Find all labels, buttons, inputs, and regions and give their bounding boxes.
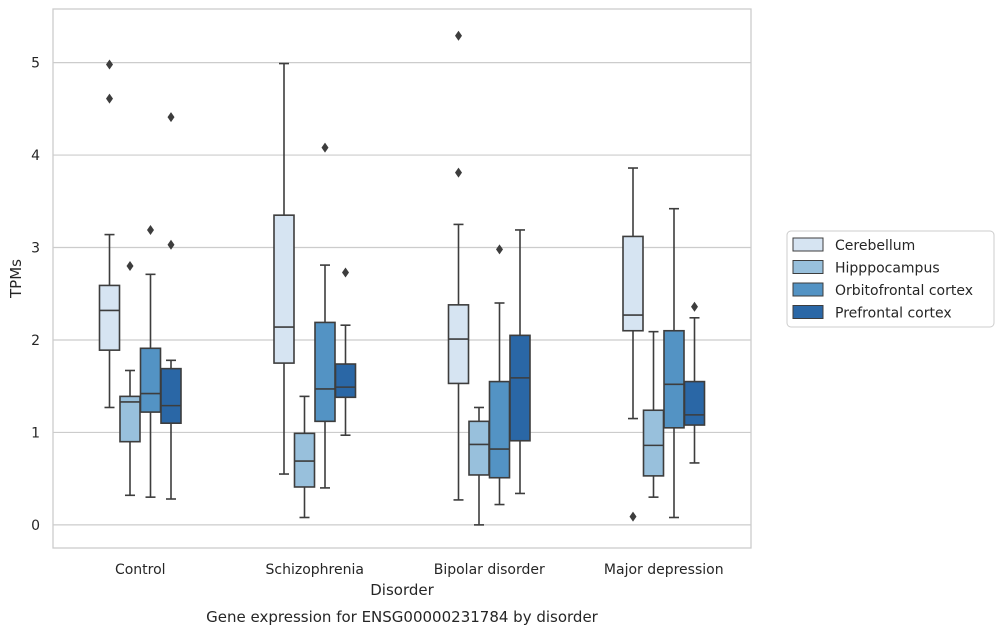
outlier-point xyxy=(167,112,175,123)
box-cerebellum xyxy=(447,30,470,501)
outlier-point xyxy=(455,30,462,41)
y-tick-labels: 0 1 2 3 4 5 xyxy=(31,56,40,534)
y-tick-label-3: 3 xyxy=(31,241,40,257)
outlier-point xyxy=(147,224,154,235)
outlier-point xyxy=(126,261,134,272)
box-iqr xyxy=(334,363,357,399)
box-hipppocampus xyxy=(468,406,490,526)
box-iqr xyxy=(447,304,470,385)
legend-swatch xyxy=(792,260,824,274)
legend-label: Hipppocampus xyxy=(835,261,940,277)
box-prefrontal-cortex xyxy=(334,267,357,437)
outlier-point xyxy=(496,244,503,255)
outlier-point xyxy=(691,301,698,312)
box-cerebellum xyxy=(622,167,644,522)
box-iqr xyxy=(468,420,490,476)
box-prefrontal-cortex xyxy=(160,112,182,500)
x-tick-label: Bipolar disorder xyxy=(434,562,545,578)
box-orbitofrontal-cortex xyxy=(314,142,336,489)
box-plot-marks xyxy=(98,30,706,526)
box-hipppocampus xyxy=(293,395,316,519)
x-tick-label: Major depression xyxy=(604,562,724,578)
box-iqr xyxy=(622,235,644,332)
outlier-point xyxy=(106,93,113,104)
box-iqr xyxy=(642,409,665,477)
box-iqr xyxy=(98,284,121,351)
legend-swatch xyxy=(792,305,824,319)
y-tick-label-1: 1 xyxy=(31,425,40,441)
outlier-point xyxy=(455,167,462,178)
x-tick-labels: Control Schizophrenia Bipolar disorder Majo… xyxy=(115,562,724,578)
x-tick-label: Control xyxy=(115,562,166,578)
outlier-point xyxy=(106,59,113,70)
y-axis-label: TPMs xyxy=(7,259,25,299)
box-hipppocampus xyxy=(119,261,141,497)
box-iqr xyxy=(273,214,295,364)
legend-label: Prefrontal cortex xyxy=(835,306,952,322)
box-cerebellum xyxy=(98,59,121,409)
y-tick-label-4: 4 xyxy=(31,148,40,164)
legend-label: Cerebellum xyxy=(835,238,915,254)
legend-swatch xyxy=(792,237,824,252)
box-iqr xyxy=(488,380,511,479)
chart-caption: Gene expression for ENSG00000231784 by d… xyxy=(206,608,599,626)
legend-label: Orbitofrontal cortex xyxy=(835,283,973,299)
y-tick-label-5: 5 xyxy=(31,56,40,72)
box-iqr xyxy=(683,380,706,426)
box-iqr xyxy=(663,329,685,429)
box-iqr xyxy=(293,432,316,488)
outlier-point xyxy=(629,511,637,522)
plot-frame xyxy=(52,8,752,549)
box-prefrontal-cortex xyxy=(683,301,706,464)
y-tick-label-0: 0 xyxy=(31,518,40,534)
box-orbitofrontal-cortex xyxy=(139,224,162,498)
outlier-point xyxy=(321,142,329,153)
outlier-point xyxy=(342,267,349,278)
outlier-point xyxy=(167,239,175,250)
box-iqr xyxy=(160,367,182,424)
box-orbitofrontal-cortex xyxy=(488,244,511,506)
legend: Cerebellum Hipppocampus Orbitofrontal cort… xyxy=(786,230,995,328)
box-iqr xyxy=(314,321,336,423)
box-iqr xyxy=(509,334,531,442)
box-cerebellum xyxy=(273,62,295,475)
box-iqr xyxy=(139,347,162,413)
y-tick-label-2: 2 xyxy=(31,333,40,349)
x-axis-label: Disorder xyxy=(370,581,434,599)
grid-lines xyxy=(53,62,751,526)
box-prefrontal-cortex xyxy=(509,229,531,495)
legend-frame xyxy=(786,230,995,328)
box-hipppocampus xyxy=(642,330,665,498)
box-iqr xyxy=(119,395,141,443)
x-tick-label: Schizophrenia xyxy=(266,562,364,578)
box-orbitofrontal-cortex xyxy=(663,207,685,519)
legend-swatch xyxy=(792,282,824,297)
